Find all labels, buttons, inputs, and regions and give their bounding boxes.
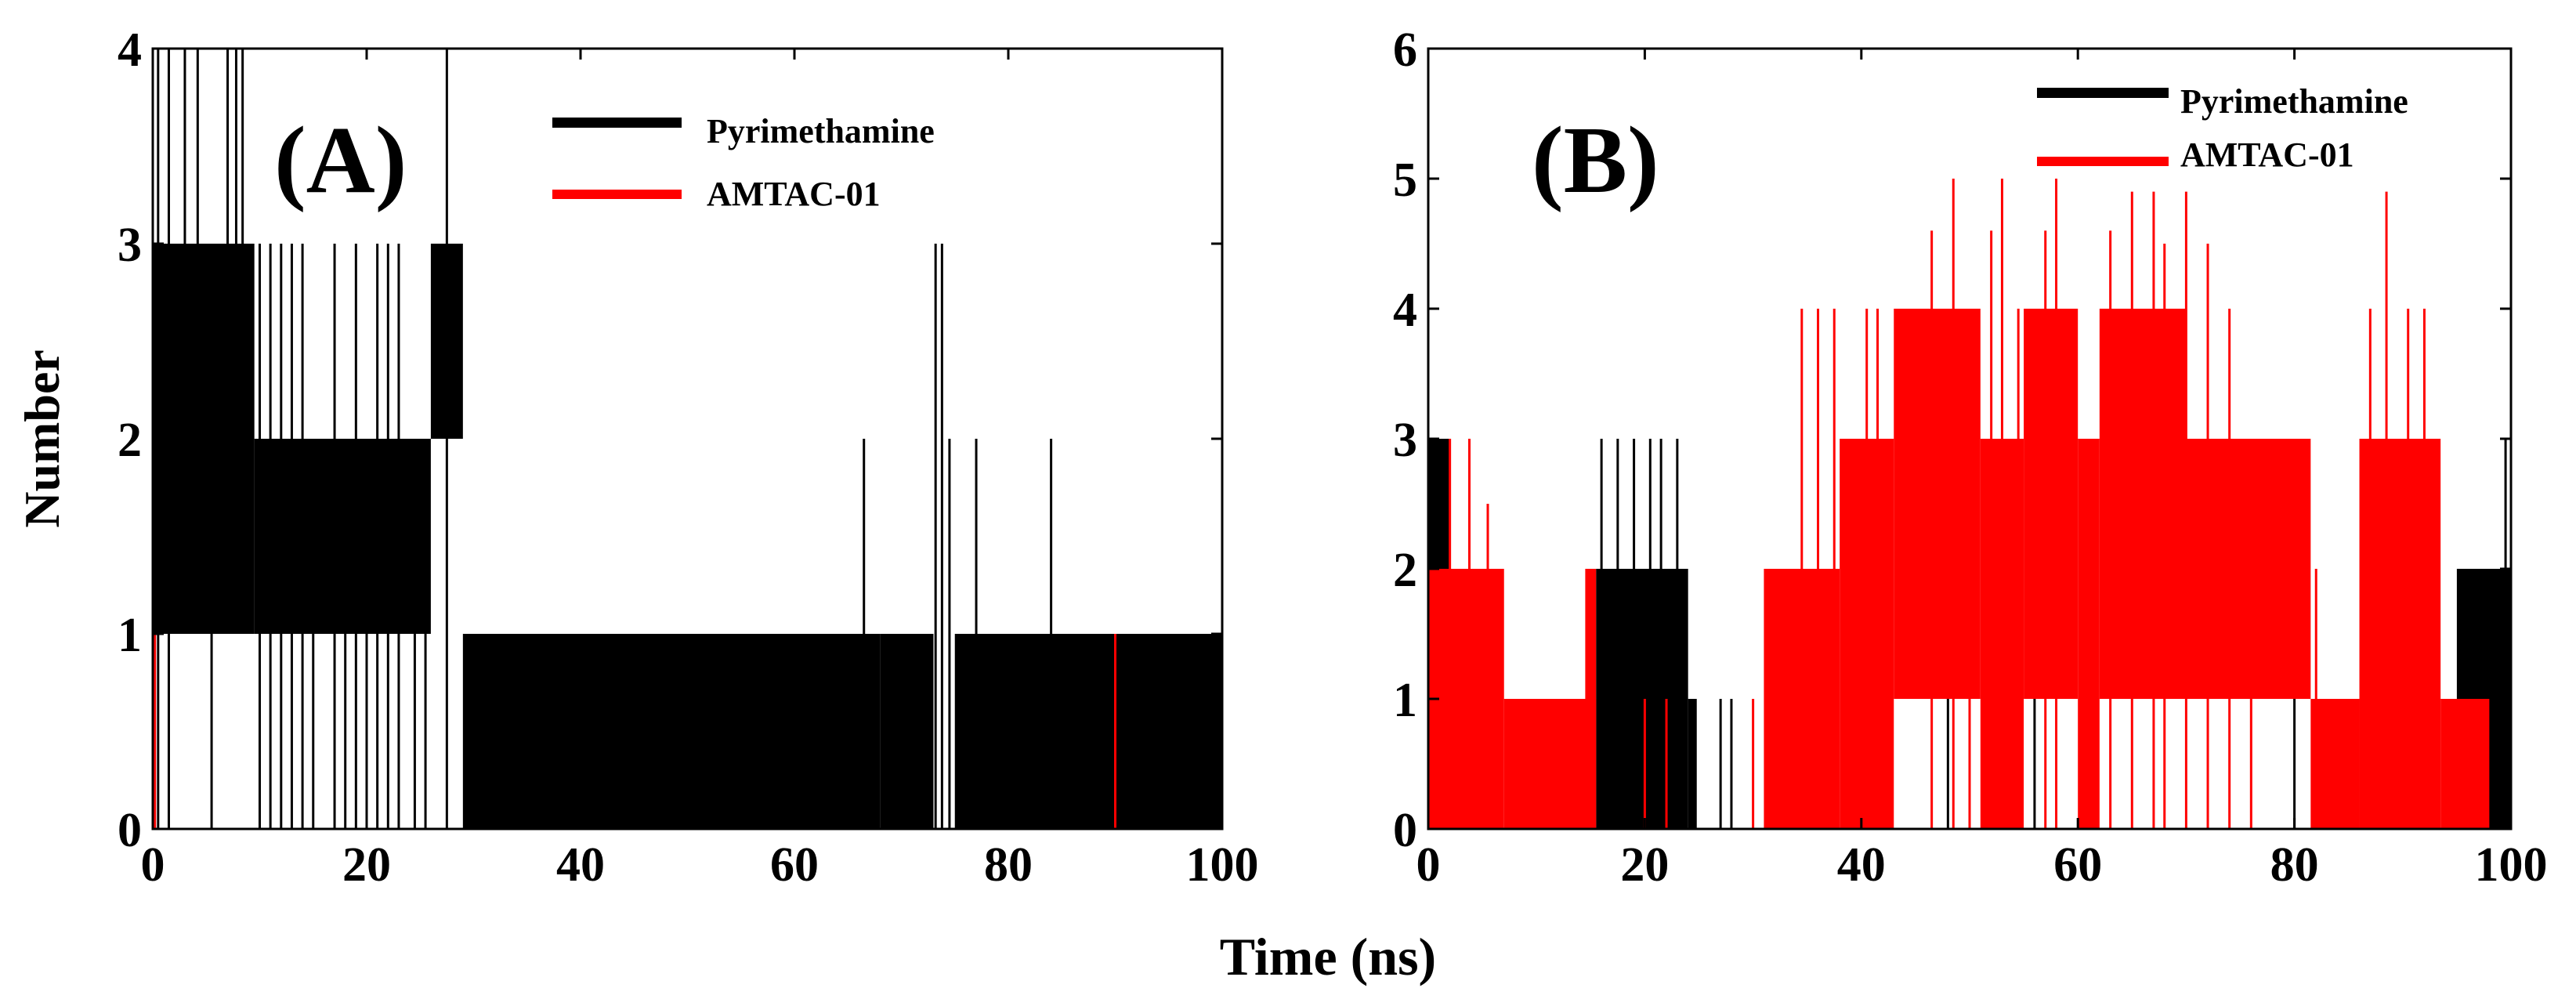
panel-a-ticks: 0 20 40 60 80 100 0 1 2 3 4 [118, 24, 1259, 892]
panel-a-pyrimethamine-block-5 [954, 634, 1222, 829]
panel-a-x-tick-label-0: 0 [141, 838, 165, 892]
panel-b-amtac-01-block-2 [1585, 569, 1597, 829]
panel-b-amtac-01-block-0 [1428, 569, 1504, 829]
panel-b-amtac-01-block-11 [2310, 699, 2360, 829]
panel-b-amtac-01-block-5 [1894, 309, 1981, 699]
panel-b-y-tick-label-0: 0 [1393, 804, 1417, 857]
panel-b-y-tick-label-1: 1 [1393, 674, 1417, 727]
panel-b-amtac-01-block-13 [2440, 699, 2490, 829]
panel-a-y-tick-label-0: 0 [118, 804, 142, 857]
panel-b-amtac-01-block-12 [2359, 439, 2441, 829]
panel-b-label: (B) [1532, 107, 1659, 213]
panel-a-y-tick-label-2: 2 [118, 414, 142, 467]
y-axis-label: Number [14, 349, 70, 528]
panel-a-legend: Pyrimethamine AMTAC-01 [552, 112, 935, 213]
panel-a-pyrimethamine-block-1 [254, 439, 431, 634]
legend-a-swatch-amtac [552, 190, 682, 199]
panel-b-amtac-01-block-10 [2186, 439, 2311, 699]
panel-b-x-tick-label-0: 0 [1416, 838, 1441, 892]
legend-a-label-amtac: AMTAC-01 [707, 175, 881, 213]
panel-a-x-tick-label-80: 80 [984, 838, 1033, 892]
panel-b-pyrimethamine-block-2 [1688, 699, 1697, 829]
panel-b-legend: Pyrimethamine AMTAC-01 [2037, 82, 2408, 174]
panel-b: 0 20 40 60 80 100 0 1 2 3 4 5 6 (B) Pyrimethamine AM… [1393, 24, 2548, 892]
panel-a-x-tick-label-100: 100 [1186, 838, 1259, 892]
panel-a-plot-area [153, 49, 1222, 829]
panel-b-y-tick-label-2: 2 [1393, 544, 1417, 597]
panel-a-y-tick-label-4: 4 [118, 24, 142, 77]
panel-b-y-tick-label-4: 4 [1393, 284, 1417, 337]
panel-a-pyrimethamine-block-4 [880, 634, 934, 829]
panel-b-y-tick-label-6: 6 [1393, 24, 1417, 77]
x-axis-label: Time (ns) [1220, 927, 1436, 986]
legend-a-label-pyrimethamine: Pyrimethamine [707, 112, 935, 150]
panel-a-x-tick-label-20: 20 [342, 838, 391, 892]
panel-b-x-tick-label-100: 100 [2475, 838, 2548, 892]
legend-b-swatch-amtac [2037, 157, 2169, 166]
panel-b-y-tick-label-5: 5 [1393, 154, 1417, 207]
legend-b-swatch-pyrimethamine [2037, 88, 2169, 98]
panel-b-pyrimethamine-block-1 [1596, 569, 1688, 829]
panel-b-x-tick-label-60: 60 [2053, 838, 2102, 892]
panel-a-x-tick-label-40: 40 [556, 838, 605, 892]
panel-b-amtac-01-block-1 [1503, 699, 1597, 829]
panel-a-y-tick-label-3: 3 [118, 219, 142, 272]
panel-b-x-tick-label-80: 80 [2270, 838, 2319, 892]
panel-b-ticks: 0 20 40 60 80 100 0 1 2 3 4 5 6 [1393, 24, 2548, 892]
panel-b-x-tick-label-20: 20 [1620, 838, 1669, 892]
panel-b-y-tick-label-3: 3 [1393, 414, 1417, 467]
legend-b-label-amtac: AMTAC-01 [2180, 136, 2354, 174]
panel-b-amtac-01-block-9 [2099, 309, 2187, 699]
panel-b-amtac-01-block-7 [2024, 309, 2079, 699]
panel-a-y-tick-label-1: 1 [118, 609, 142, 662]
panel-a: 0 20 40 60 80 100 0 1 2 3 4 (A) Pyrimethamine AMTA… [118, 24, 1259, 892]
panel-b-x-tick-label-40: 40 [1837, 838, 1886, 892]
legend-b-label-pyrimethamine: Pyrimethamine [2180, 82, 2408, 121]
panel-b-plot-area [1428, 179, 2511, 829]
legend-a-swatch-pyrimethamine [552, 118, 682, 128]
panel-a-label: (A) [274, 107, 407, 213]
panel-a-x-tick-label-60: 60 [770, 838, 819, 892]
panel-b-amtac-01-block-8 [2078, 439, 2100, 829]
panel-a-pyrimethamine-block-3 [462, 634, 881, 829]
